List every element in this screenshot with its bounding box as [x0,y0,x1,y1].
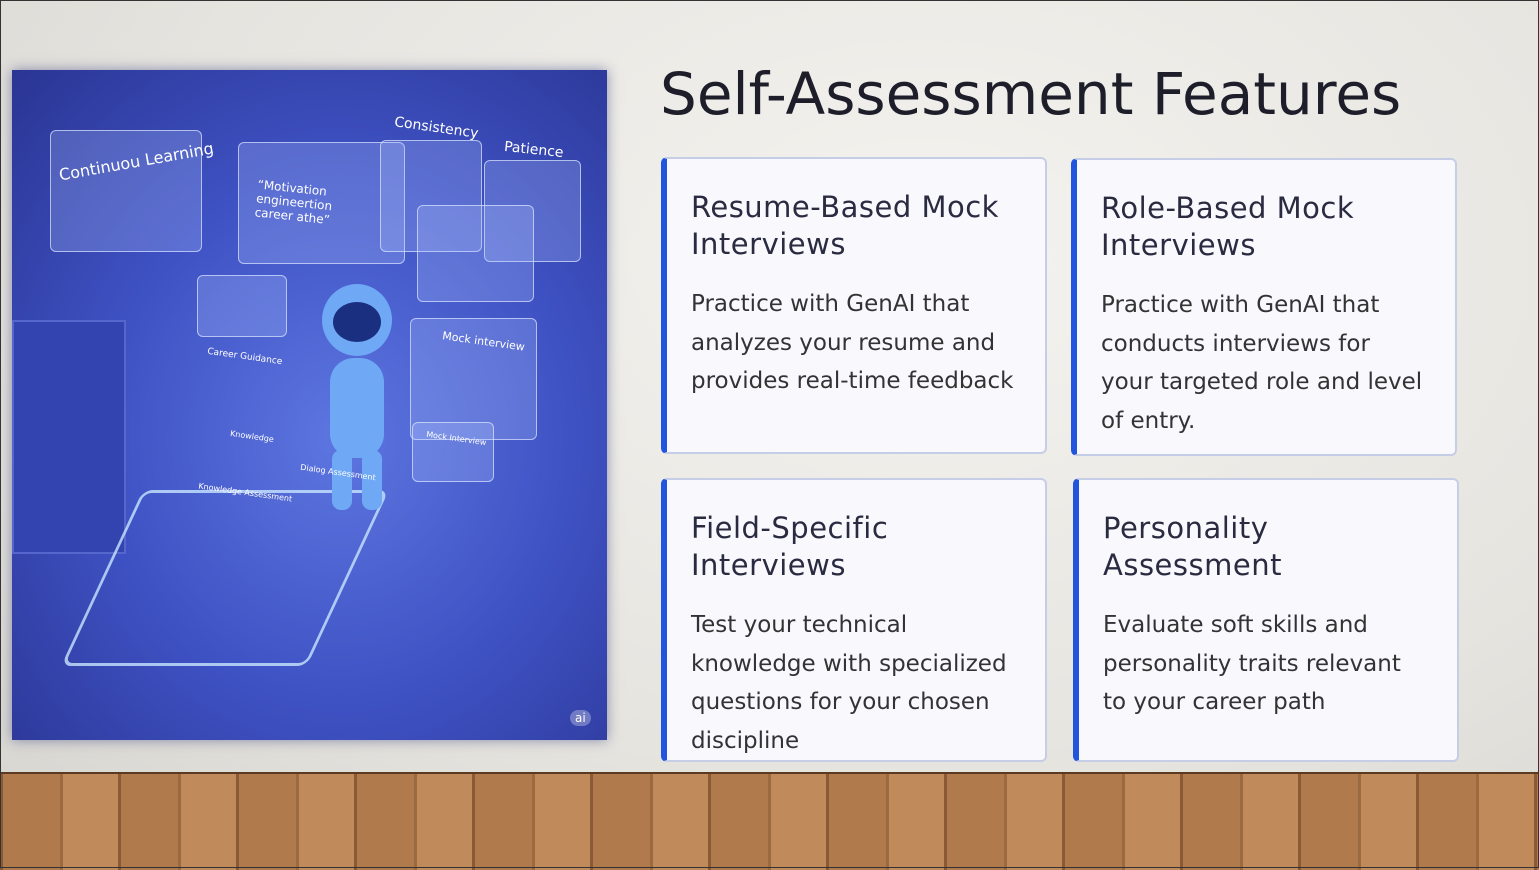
illustration-label: Career Guidance [206,346,283,368]
illustration-label: ai [570,710,591,726]
card-title: Field-Specific Interviews [691,511,889,582]
illustration: Continuou Learning Consistency Patience “Mo… [12,70,607,740]
glass-panel [410,318,537,440]
glass-panel [484,160,581,262]
floor [0,772,1539,870]
card-title: Personality Assessment [1103,511,1282,582]
glass-panel [412,422,494,482]
card-text: Evaluate soft skills and personality tra… [1103,612,1401,715]
card-text: Test your technical knowledge with speci… [691,612,1007,754]
glass-panel [238,142,405,264]
glass-panel [417,205,534,302]
card-title: Role-Based Mock Interviews [1101,191,1355,262]
card-text: Practice with GenAI that conducts interv… [1101,292,1423,434]
card-text: Practice with GenAI that analyzes your r… [691,291,1014,394]
illustration-label: Knowledge [229,428,275,445]
slide-title: Self-Assessment Features [660,60,1402,128]
bookshelf [12,320,126,554]
illustration-label: Patience [503,138,565,162]
feature-card: Resume-Based Mock Interviews Practice wit… [661,157,1047,454]
glass-panel [197,275,287,337]
glass-panel [50,130,202,252]
feature-card: Personality Assessment Evaluate soft skil… [1073,478,1459,762]
feature-card: Role-Based Mock Interviews Practice with … [1071,158,1457,456]
feature-card: Field-Specific Interviews Test your techn… [661,478,1047,762]
card-title: Resume-Based Mock Interviews [691,190,999,261]
illustration-label: Consistency [393,114,480,142]
glass-panel [380,140,482,252]
robot [322,284,392,510]
